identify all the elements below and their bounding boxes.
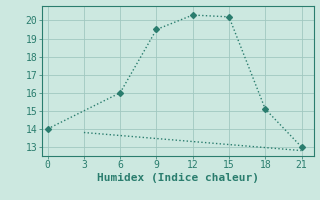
X-axis label: Humidex (Indice chaleur): Humidex (Indice chaleur) [97, 173, 259, 183]
